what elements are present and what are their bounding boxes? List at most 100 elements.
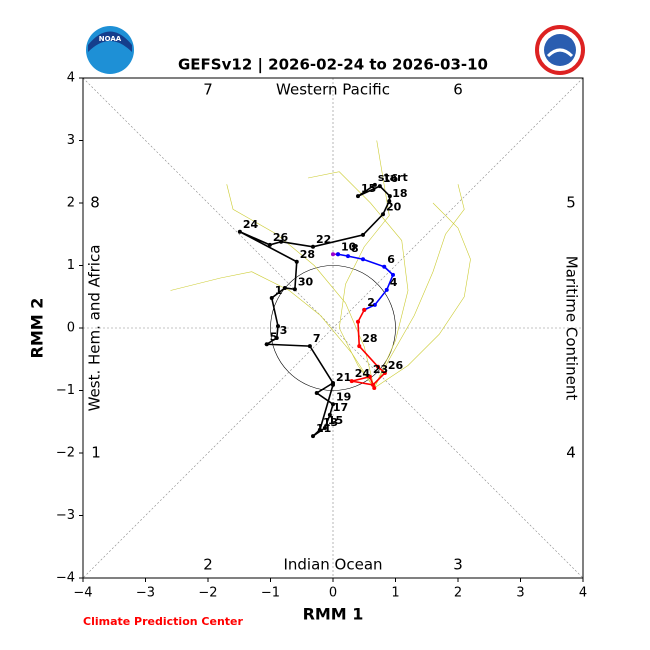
track-line (374, 202, 471, 389)
region-label: West. Hem. and Africa (86, 245, 104, 412)
y-tick-label: −1 (56, 383, 75, 398)
track-point (372, 302, 377, 307)
point-label: start (378, 171, 408, 184)
track-point (367, 374, 372, 379)
track-line (307, 171, 409, 389)
logo-wave (546, 48, 574, 58)
track-point (327, 412, 332, 417)
x-tick-label: 1 (391, 586, 399, 601)
region-label: Maritime Continent (563, 256, 581, 401)
point-label: 21 (336, 371, 351, 384)
track-point (279, 239, 284, 244)
y-axis-label: RMM 2 (28, 298, 47, 359)
x-tick-label: −3 (136, 586, 155, 601)
track-point (276, 324, 280, 329)
track-point (387, 199, 392, 204)
track-point (387, 194, 392, 199)
point-label: 16 (383, 172, 399, 185)
track-point (314, 391, 319, 395)
y-tick-label: 3 (67, 133, 75, 148)
chart-title: GEFSv12 | 2026-02-24 to 2026-03-10 (178, 56, 488, 75)
point-label: 10 (341, 240, 357, 253)
point-label: 20 (386, 200, 402, 213)
x-tick-label: −2 (198, 586, 217, 601)
footer: Climate Prediction Center (83, 615, 243, 628)
point-label: 18 (392, 187, 407, 200)
point-label: 7 (313, 332, 321, 345)
point-label: 23 (373, 363, 388, 376)
point-label: 28 (362, 332, 377, 345)
track-point (372, 182, 377, 187)
series: 8 6 4 2 (336, 242, 398, 312)
track-point (292, 287, 297, 292)
track-line (337, 253, 394, 311)
track-point (346, 254, 350, 259)
series (338, 140, 390, 389)
point-label: 22 (316, 233, 331, 246)
unit-circle (270, 265, 396, 391)
track-point (376, 364, 380, 369)
point-label: 8 (351, 242, 359, 255)
point-label: 2 (367, 296, 375, 309)
x-tick-label: 0 (329, 586, 337, 601)
track-point (382, 371, 387, 375)
x-tick-label: −1 (261, 586, 280, 601)
track-line (338, 140, 390, 389)
track-point (311, 434, 315, 439)
track-point (361, 257, 365, 262)
series (374, 202, 471, 389)
point-label: 4 (390, 276, 398, 289)
phase-label: 1 (91, 444, 101, 462)
track-point (274, 336, 279, 340)
point-label: 17 (333, 401, 348, 414)
track-point (336, 252, 340, 257)
track-point (382, 264, 387, 269)
x-axis-label: RMM 1 (303, 605, 364, 624)
point-label: 11 (316, 422, 331, 435)
track-point (381, 212, 385, 217)
track-point (384, 287, 389, 292)
track-point (307, 344, 312, 349)
y-tick-label: 1 (67, 258, 75, 273)
phase-label: 2 (203, 556, 213, 574)
track-point (317, 427, 322, 432)
track-point (377, 184, 382, 189)
track-line (226, 184, 375, 389)
point-label: 24 (243, 218, 259, 231)
y-tick-label: 0 (67, 321, 75, 336)
track-point (311, 244, 315, 249)
track-point (322, 426, 327, 430)
track-point (331, 252, 335, 257)
point-label: 15 (361, 182, 376, 195)
x-tick-label: 2 (454, 586, 462, 601)
track-point (371, 382, 375, 387)
x-tick-label: 3 (516, 586, 524, 601)
phase-label: 7 (203, 81, 213, 99)
point-label: 30 (298, 275, 314, 288)
y-tick-label: 4 (67, 71, 75, 86)
y-tick-label: −3 (56, 508, 75, 523)
logo-shape (88, 31, 132, 52)
point-label: 5 (270, 330, 278, 343)
point-label: 26 (273, 231, 289, 244)
y-tick-label: −4 (56, 571, 75, 586)
track-point (294, 259, 299, 264)
y-tick-label: 2 (67, 196, 75, 211)
track-point (356, 194, 360, 199)
series (226, 184, 375, 389)
phase-label: 4 (566, 444, 576, 462)
track-point (356, 319, 360, 324)
guides (82, 77, 584, 579)
point-label: 13 (323, 416, 338, 429)
track-point (331, 402, 335, 407)
point-label: 3 (280, 324, 288, 337)
series (373, 184, 465, 389)
phase-label: 8 (90, 194, 100, 212)
region-label: Western Pacific (276, 81, 390, 99)
track-point (349, 379, 354, 384)
point-label: 15 (328, 414, 343, 427)
point-label: 28 (300, 248, 315, 261)
point-label: 19 (336, 390, 351, 403)
